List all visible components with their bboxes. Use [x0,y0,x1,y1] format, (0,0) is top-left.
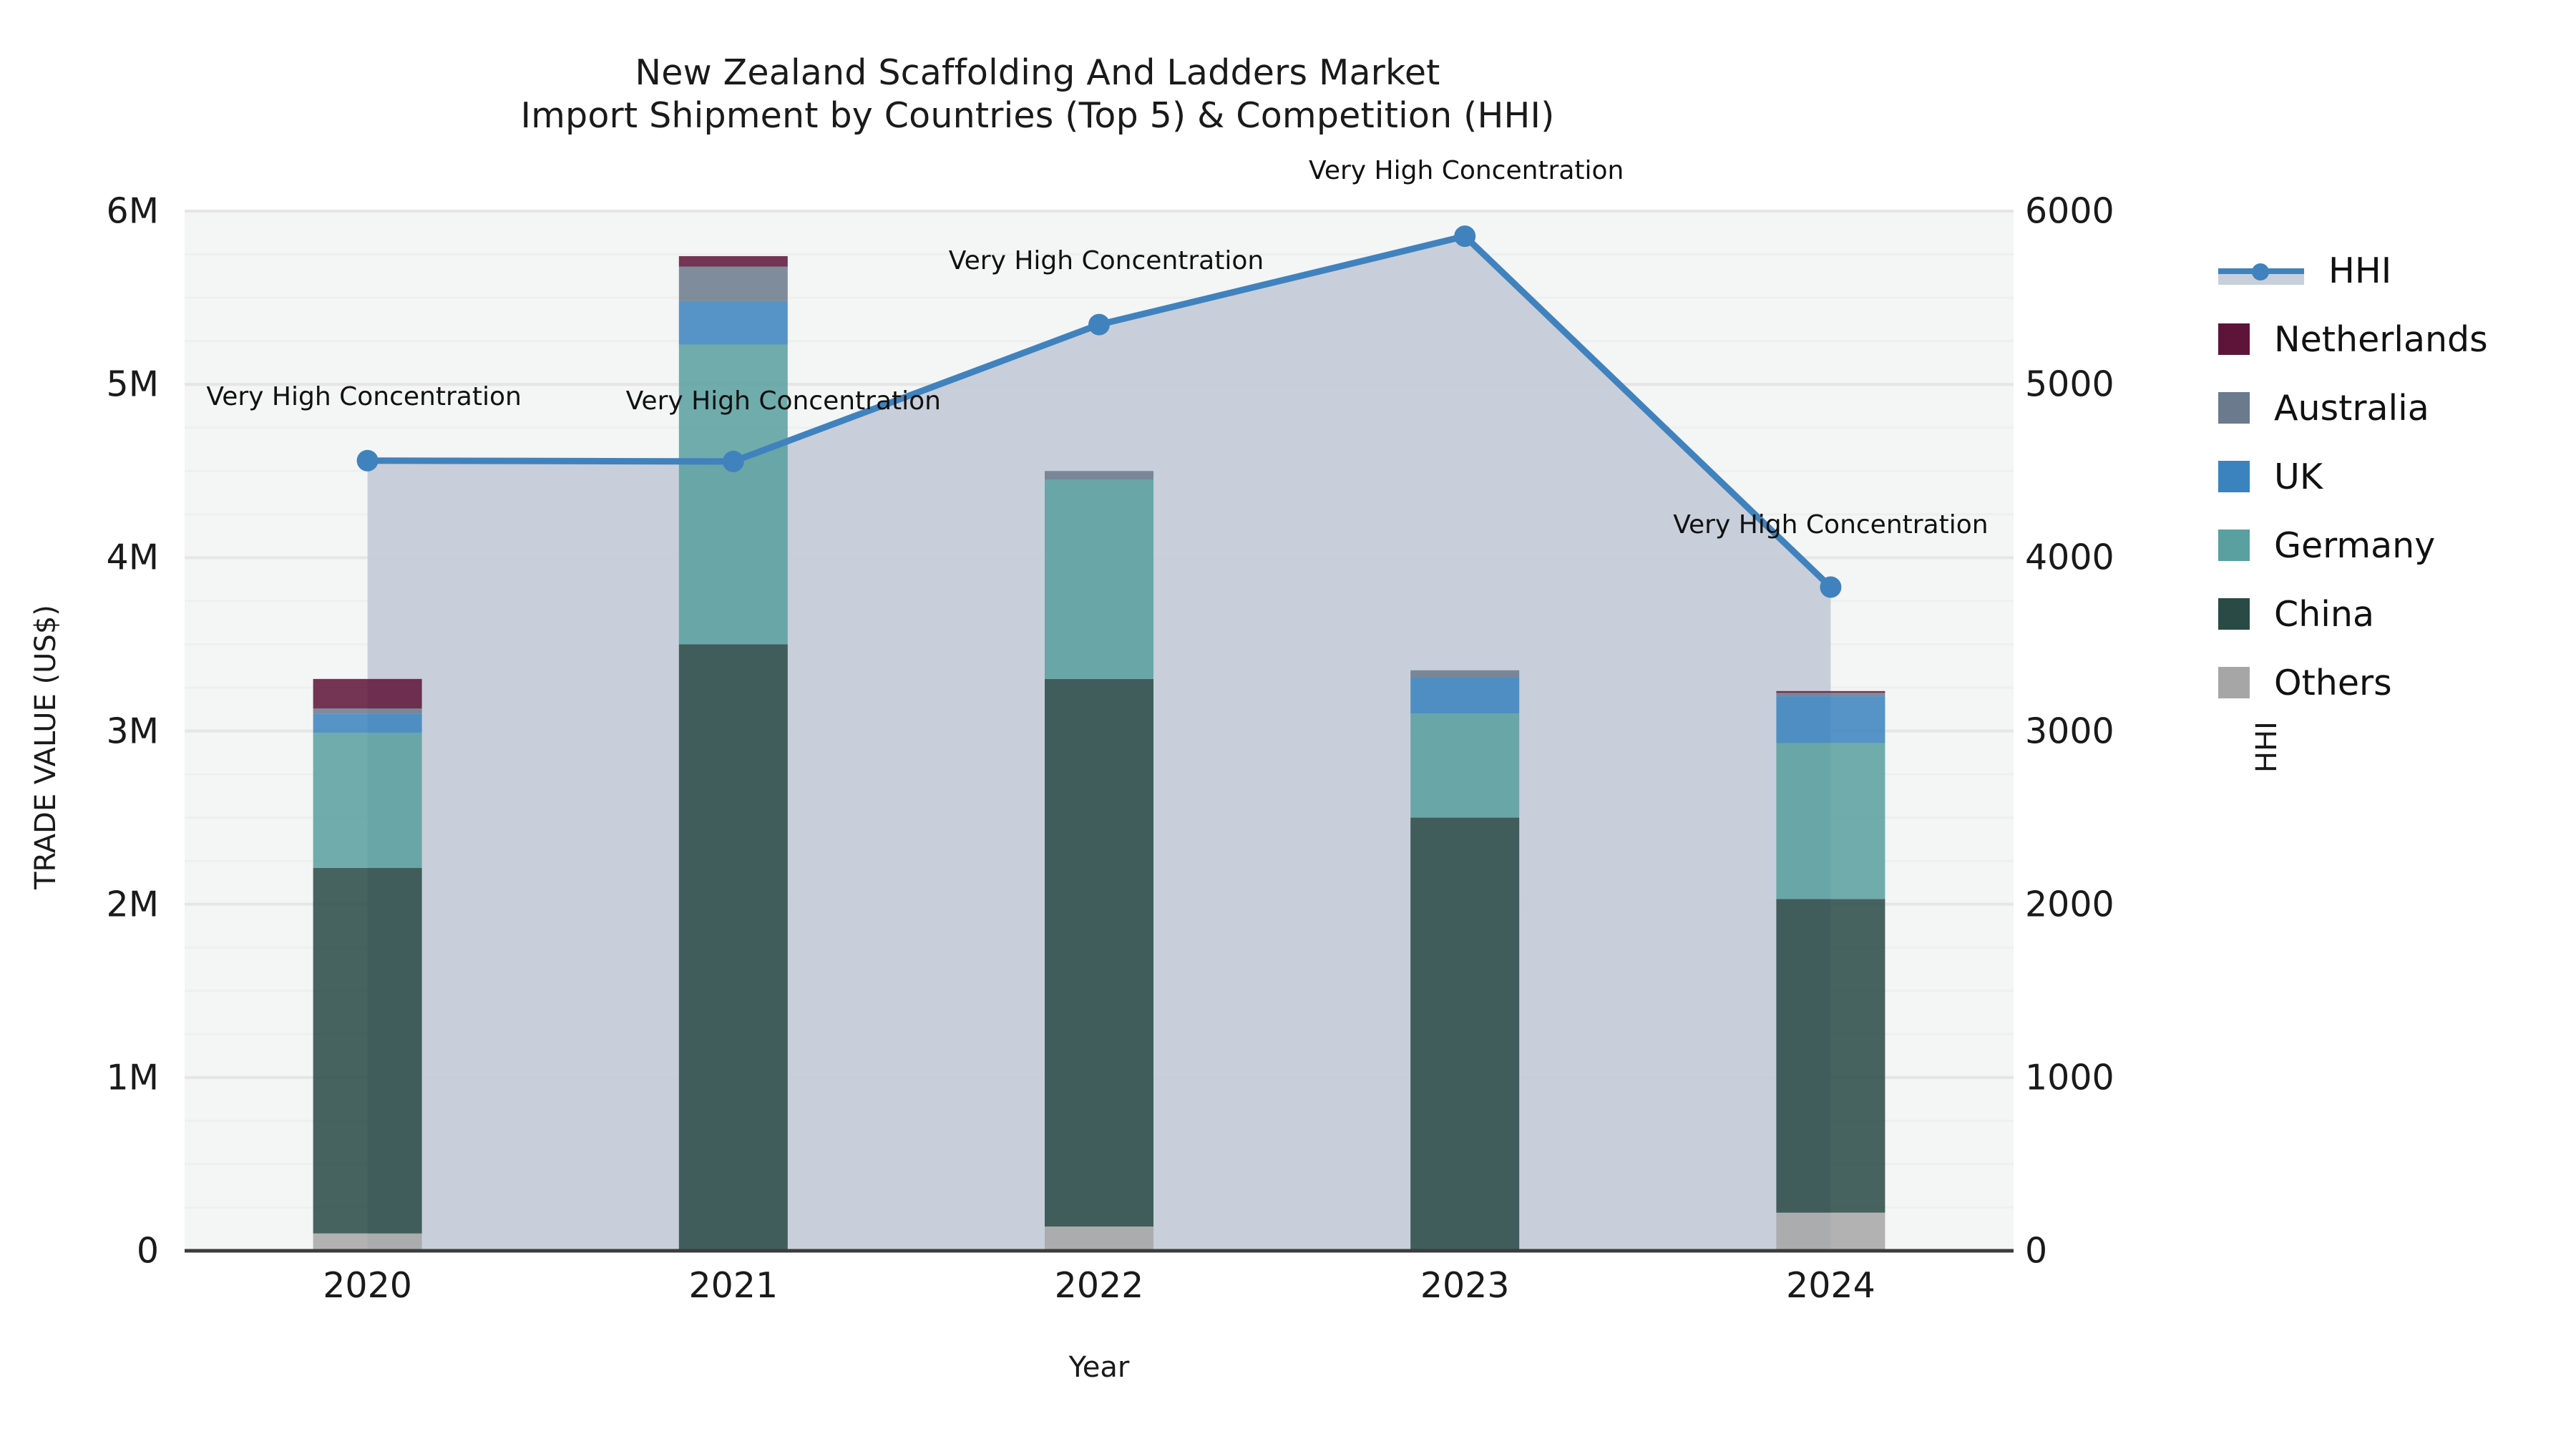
bar-segment-others[interactable] [1045,1226,1153,1251]
chart-legend: HHI Netherlands Australia UK Germany China Oth… [2218,236,2488,717]
legend-line-marker-icon [2218,255,2304,286]
hhi-annotation: Very High Concentration [1308,156,1624,186]
x-axis-label: Year [1068,1351,1130,1384]
y-axis-left-tick: 4M [106,537,159,578]
legend-item-label: China [2274,593,2374,635]
y-axis-right-tick: 5000 [2025,364,2114,405]
chart-title-line-2: Import Shipment by Countries (Top 5) & C… [520,94,1555,136]
bar-segment-uk[interactable] [1776,696,1885,743]
bar-segment-china[interactable] [313,867,422,1234]
x-axis-tick: 2020 [323,1265,412,1306]
stacked-bar[interactable] [1776,691,1885,1251]
y-axis-left-tick: 3M [106,711,159,751]
bars-group [313,255,1885,1251]
legend-item-label: Australia [2274,387,2429,429]
legend-color-swatch-icon [2218,667,2250,698]
bar-segment-others[interactable] [313,1233,422,1251]
x-axis-tick: 2024 [1786,1265,1875,1306]
y-axis-right-tick: 2000 [2025,884,2114,925]
bar-segment-germany[interactable] [678,344,788,645]
hhi-annotation: Very High Concentration [625,386,941,416]
hhi-point-marker[interactable] [1454,225,1476,248]
legend-item-label: UK [2274,456,2323,497]
x-axis-tick: 2023 [1420,1265,1510,1306]
y-axis-left-tick: 0 [136,1230,159,1272]
legend-color-swatch-icon [2218,530,2250,561]
stacked-bar[interactable] [1410,670,1520,1251]
y-axis-left-tick: 1M [106,1057,159,1098]
legend-item-australia[interactable]: Australia [2218,374,2488,442]
legend-line-dot [2252,263,2269,280]
legend-item-germany[interactable]: Germany [2218,511,2488,580]
legend-item-label: Others [2274,662,2392,703]
y-axis-right-tick: 6000 [2025,190,2114,232]
bar-segment-china[interactable] [1045,678,1153,1227]
y-axis-right-tick: 1000 [2025,1057,2114,1098]
x-axis-ticks: 2020 2021 2022 2023 2024 [185,1265,2014,1315]
bar-segment-australia[interactable] [1410,670,1520,678]
hhi-point-marker[interactable] [1820,576,1842,598]
legend-color-swatch-icon [2218,461,2250,492]
y-axis-right-ticks: 0 1000 2000 3000 4000 5000 6000 [2025,0,2311,1449]
y-axis-right-tick: 3000 [2025,711,2114,751]
chart-title: New Zealand Scaffolding And Ladders Mark… [0,52,2075,137]
hhi-point-marker[interactable] [1088,313,1110,336]
legend-color-swatch-icon [2218,323,2250,355]
bar-segment-netherlands[interactable] [313,678,422,709]
x-axis-tick: 2021 [688,1265,779,1306]
hhi-point-marker[interactable] [356,449,379,472]
bar-segment-uk[interactable] [1410,677,1520,714]
bar-segment-china[interactable] [1410,817,1520,1251]
bar-segment-netherlands[interactable] [1776,691,1885,693]
bar-segment-germany[interactable] [1045,479,1153,679]
y-axis-right-tick: 0 [2025,1230,2048,1272]
y-axis-left-tick: 2M [106,884,159,925]
stacked-bar[interactable] [1045,471,1153,1251]
chart-title-line-1: New Zealand Scaffolding And Ladders Mark… [635,52,1440,93]
hhi-annotation: Very High Concentration [1673,509,1989,540]
bar-segment-uk[interactable] [313,713,422,733]
legend-item-netherlands[interactable]: Netherlands [2218,305,2488,374]
hhi-point-marker[interactable] [722,450,744,472]
bar-segment-australia[interactable] [678,266,788,301]
stacked-bar[interactable] [678,255,788,1251]
legend-item-hhi[interactable]: HHI [2218,236,2488,305]
plot-canvas [185,210,2014,1253]
legend-item-label: Germany [2274,525,2436,566]
legend-item-uk[interactable]: UK [2218,442,2488,511]
legend-item-china[interactable]: China [2218,580,2488,648]
bar-segment-others[interactable] [1776,1212,1885,1251]
bar-segment-germany[interactable] [1410,713,1520,818]
y-axis-left-tick: 6M [106,190,159,232]
legend-color-swatch-icon [2218,598,2250,630]
bar-segment-australia[interactable] [313,708,422,714]
bar-segment-germany[interactable] [1776,743,1885,899]
y-axis-left-tick: 5M [106,364,159,405]
bar-segment-netherlands[interactable] [678,255,788,267]
hhi-annotation: Very High Concentration [206,381,522,411]
bar-segment-australia[interactable] [1776,693,1885,697]
legend-item-label: HHI [2328,250,2392,291]
y-axis-right-tick: 4000 [2025,537,2114,578]
y-axis-left-label: TRADE VALUE (US$) [29,605,62,889]
bar-segment-china[interactable] [678,644,788,1249]
bar-segment-china[interactable] [1776,899,1885,1213]
bar-segment-germany[interactable] [313,732,422,868]
x-axis-tick: 2022 [1054,1265,1144,1306]
legend-item-others[interactable]: Others [2218,648,2488,717]
y-axis-left-ticks: 0 1M 2M 3M 4M 5M 6M [0,0,179,1449]
legend-item-label: Netherlands [2274,318,2488,360]
bar-segment-australia[interactable] [1045,471,1153,480]
plot-area [185,210,2014,1253]
bar-segment-uk[interactable] [678,301,788,345]
hhi-annotation: Very High Concentration [948,245,1264,275]
legend-color-swatch-icon [2218,392,2250,424]
stacked-bar[interactable] [313,678,422,1251]
